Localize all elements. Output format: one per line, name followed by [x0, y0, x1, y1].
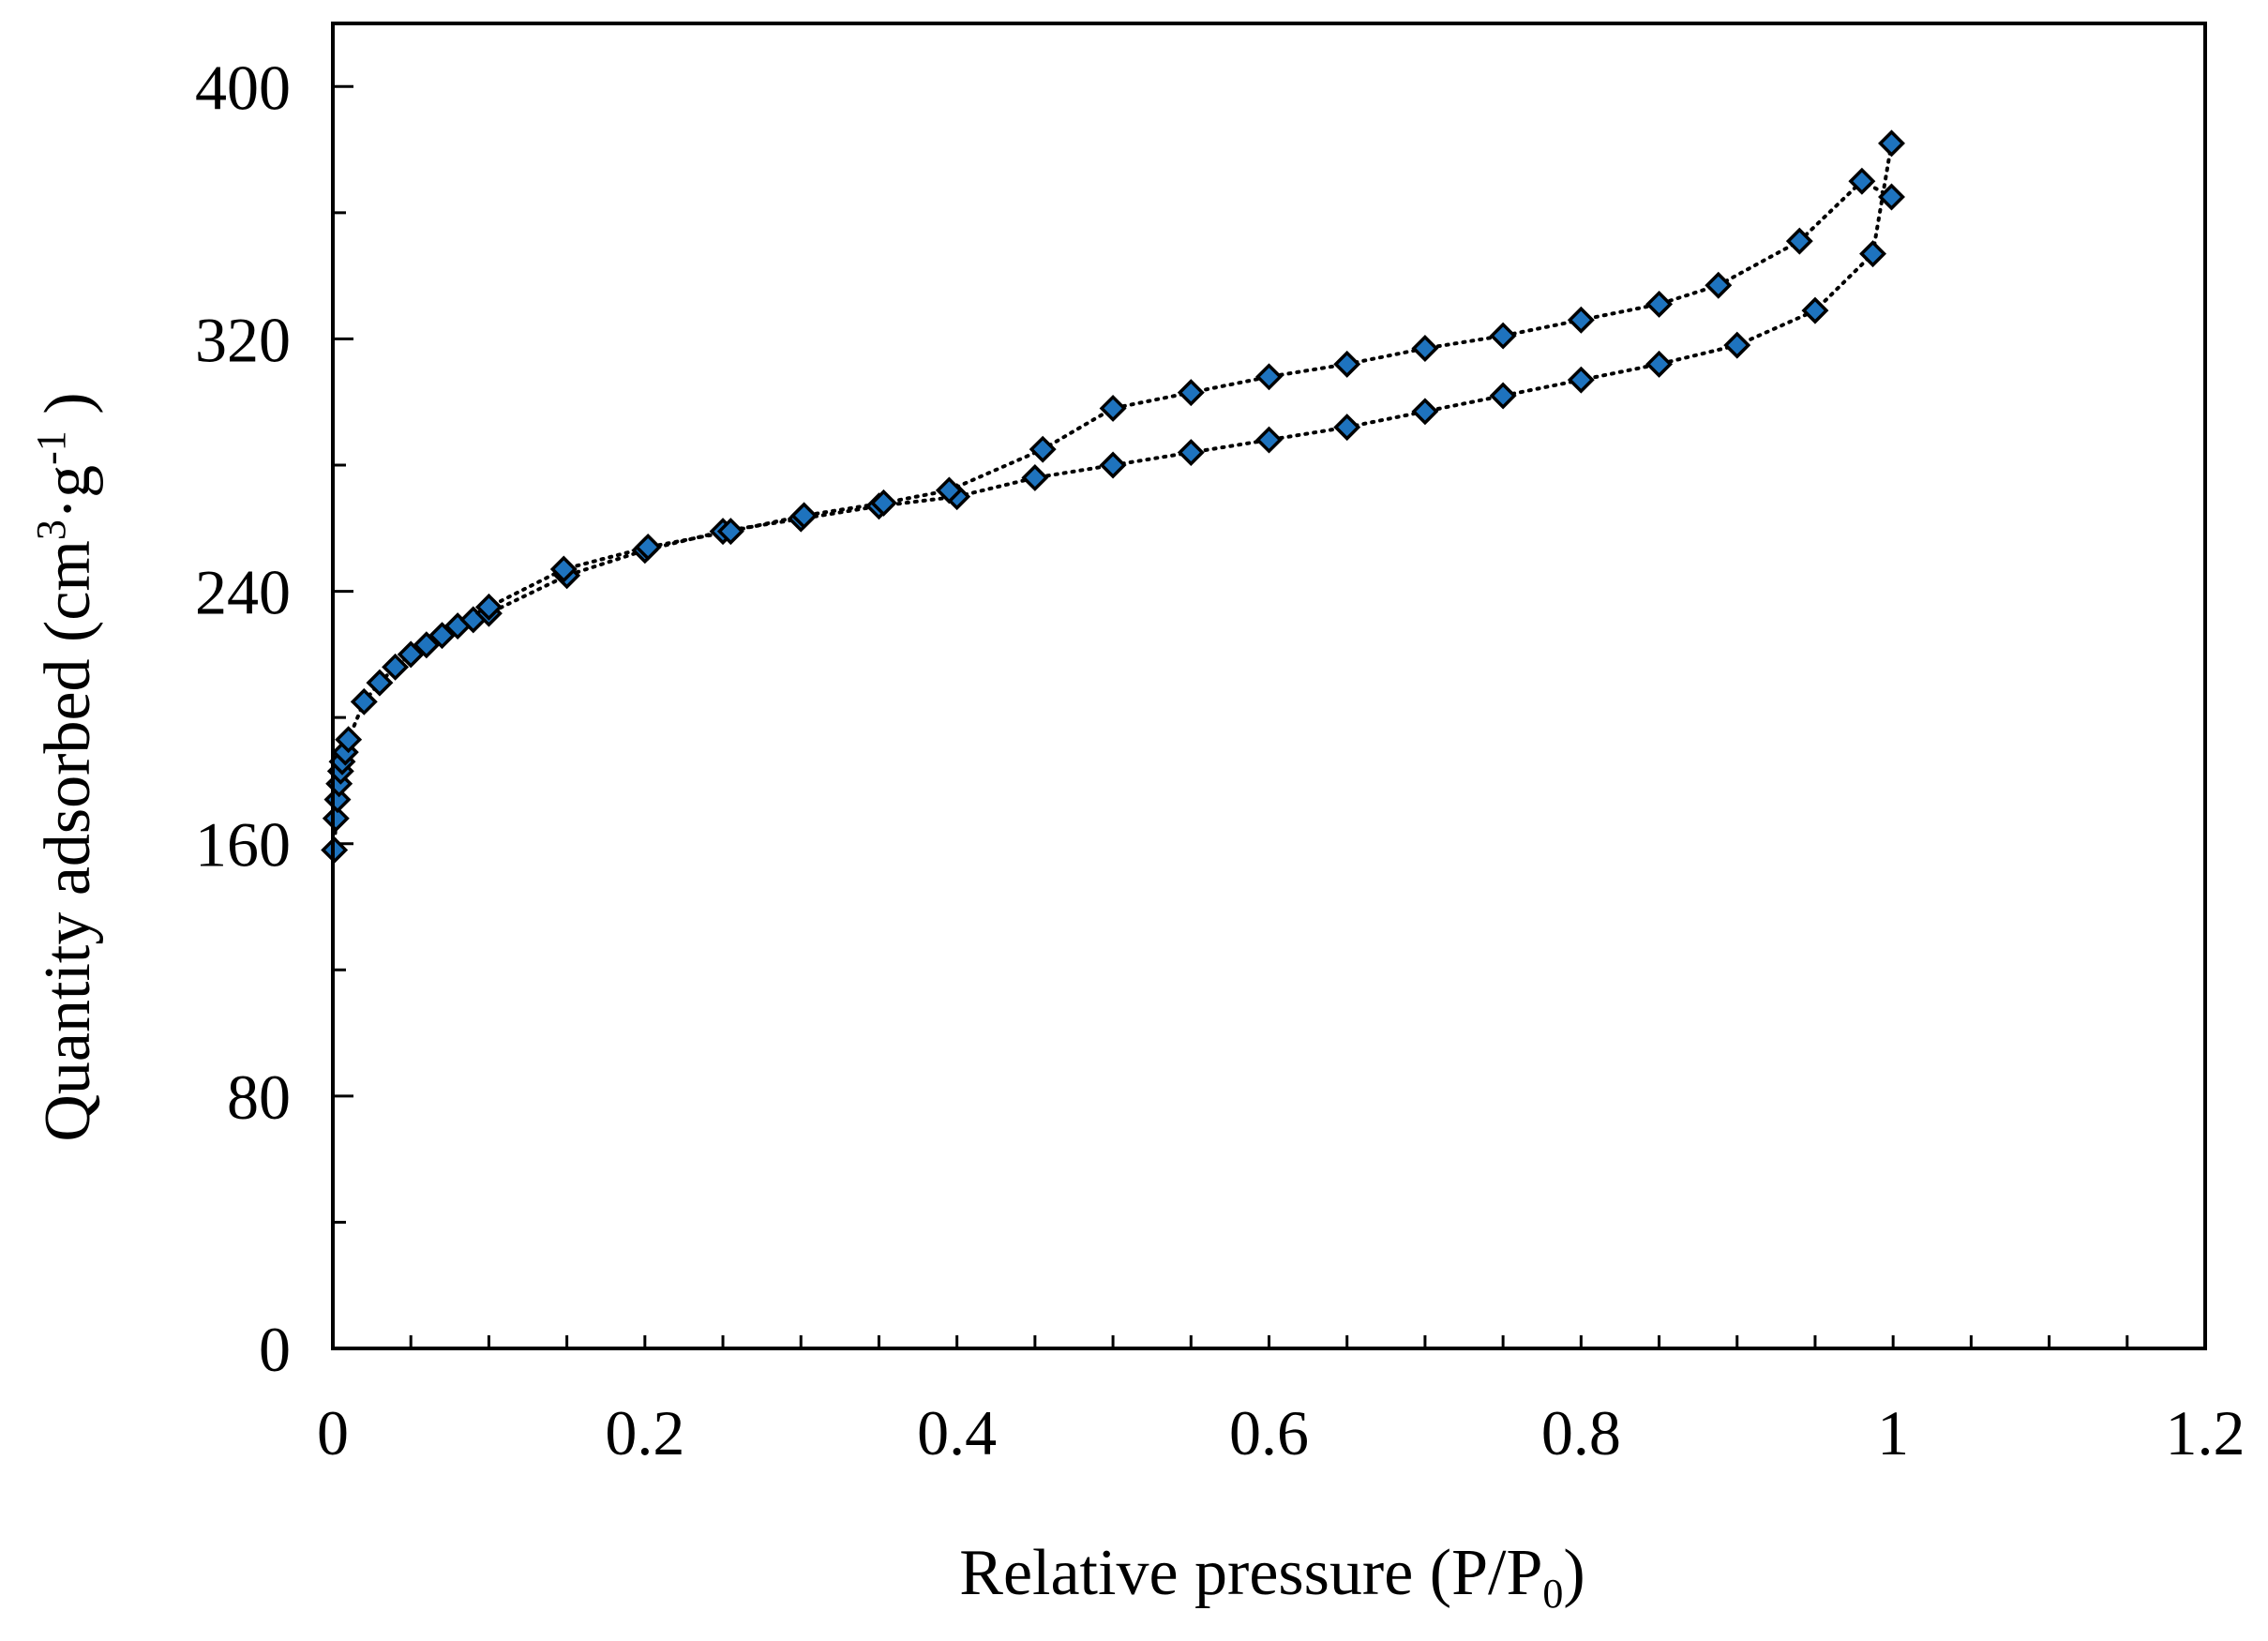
x-tick-label: 0 — [317, 1397, 349, 1468]
y-tick-label: 400 — [195, 52, 291, 123]
y-axis-title: Quantity adsorbed (cm3·g-1 ) — [28, 392, 104, 1141]
series-points — [321, 129, 1905, 864]
desorption-point — [474, 593, 503, 621]
desorption-point — [1029, 435, 1057, 463]
adsorption-point — [1567, 366, 1595, 394]
adsorption-point — [428, 622, 456, 650]
y-tick-label: 240 — [195, 557, 291, 628]
major-ticks — [333, 84, 353, 1098]
adsorption-point — [350, 687, 378, 715]
adsorption-point — [1859, 240, 1887, 268]
x-tick-label: 0.2 — [605, 1397, 684, 1468]
desorption-point — [1848, 167, 1876, 195]
adsorption-point — [1801, 296, 1829, 324]
y-tick-label: 160 — [195, 809, 291, 881]
desorption-point — [1645, 290, 1674, 318]
desorption-point — [935, 476, 963, 504]
adsorption-point — [1411, 398, 1439, 426]
desorption-point — [790, 502, 819, 530]
desorption-point — [1567, 306, 1595, 334]
desorption-point — [1411, 335, 1439, 362]
adsorption-point — [1645, 350, 1674, 378]
desorption-point — [549, 555, 578, 583]
desorption-point — [1333, 350, 1361, 378]
adsorption-point — [1333, 414, 1361, 442]
desorption-point — [1255, 363, 1283, 391]
desorption-point — [1705, 271, 1733, 299]
x-tick-label: 0.8 — [1541, 1397, 1621, 1468]
x-tick-labels: 0 0.2 0.4 0.6 0.8 1 1.2 — [317, 1397, 2245, 1468]
adsorption-point — [382, 653, 410, 681]
adsorption-point — [1255, 426, 1283, 454]
plot-frame — [331, 22, 2207, 1350]
adsorption-point — [1723, 331, 1751, 359]
adsorption-point — [1177, 439, 1205, 467]
x-axis-title-subscript: 0 — [1542, 1571, 1563, 1617]
y-tick-labels: 0 80 160 240 320 400 — [195, 52, 291, 1385]
y-axis-title-superscript-1: 3 — [28, 519, 74, 540]
adsorption-point — [366, 669, 394, 697]
adsorption-point — [1878, 129, 1905, 158]
y-tick-label: 80 — [227, 1061, 291, 1133]
minor-ticks — [333, 211, 2129, 1348]
adsorption-point — [1099, 451, 1127, 479]
y-axis-title-superscript-2: -1 — [28, 430, 74, 465]
adsorption-point — [335, 726, 363, 754]
y-axis-title-part-c: ) — [32, 392, 104, 430]
y-tick-label: 0 — [259, 1314, 291, 1385]
x-tick-label: 1 — [1877, 1397, 1909, 1468]
desorption-point — [1177, 379, 1205, 407]
y-axis-title-part-b: ·g — [32, 465, 104, 519]
series-lines — [332, 141, 1894, 852]
adsorption-point — [397, 640, 425, 669]
x-tick-label: 0.6 — [1229, 1397, 1309, 1468]
y-tick-label: 320 — [195, 304, 291, 375]
desorption-point — [716, 518, 744, 546]
adsorption-point — [413, 631, 441, 659]
x-axis-title-main: Relative pressure (P/P — [959, 1537, 1542, 1609]
desorption-point — [1785, 227, 1813, 255]
desorption-point — [1099, 394, 1127, 422]
desorption-point — [1878, 183, 1905, 211]
adsorption-point — [1489, 382, 1517, 410]
x-tick-label: 1.2 — [2166, 1397, 2245, 1468]
desorption-point — [869, 489, 897, 517]
desorption-point — [634, 533, 662, 561]
x-tick-label: 0.4 — [917, 1397, 997, 1468]
y-axis-title-part-a: Quantity adsorbed (cm — [32, 540, 104, 1141]
adsorption-point — [1021, 463, 1049, 491]
adsorption-line — [332, 141, 1894, 852]
x-axis-title: Relative pressure (P/P0) — [959, 1537, 1585, 1617]
desorption-point — [1489, 322, 1517, 350]
adsorption-point — [322, 805, 350, 833]
x-axis-title-end: ) — [1563, 1537, 1585, 1609]
